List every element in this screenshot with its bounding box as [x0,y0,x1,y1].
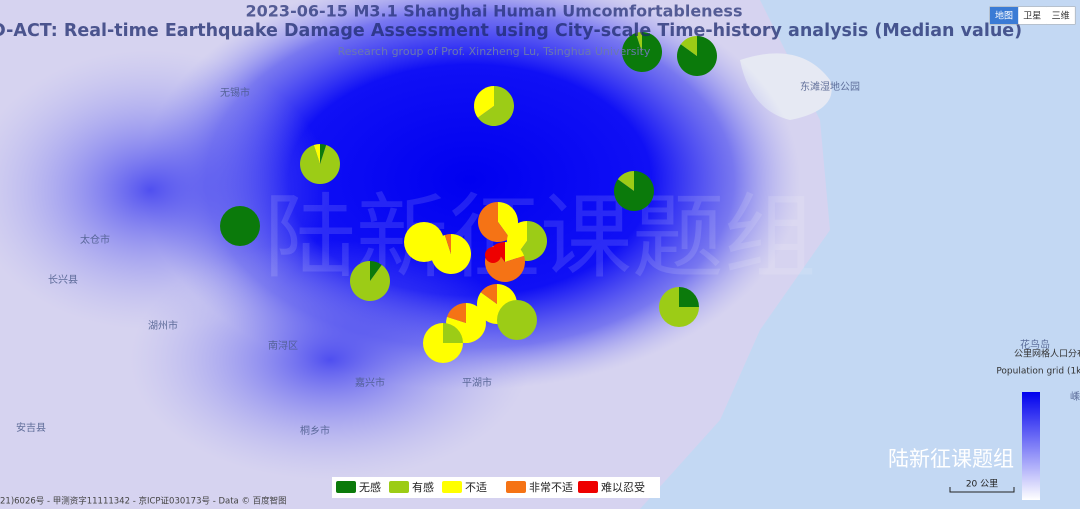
pie-wedge [505,242,525,262]
pie-wedge [313,144,320,164]
map-type-button[interactable] [1046,7,1075,24]
map-type-button[interactable] [990,7,1019,24]
place-label: 太仓市 [80,233,110,246]
legend-label: 不适 [465,481,487,494]
pie-wedge [320,144,327,164]
map-type-label: 地图 [995,10,1013,22]
pop-legend-subtitle: Population grid (1km) [996,367,1080,377]
credit: Research group of Prof. Xinzheng Lu, Tsi… [338,45,651,58]
map-type-label: 三维 [1052,10,1070,22]
legend-swatch [506,481,526,493]
pop-legend-title: 公里网格人口分布 [1014,348,1080,360]
pie-wedge [443,323,463,343]
pie-wedge [444,234,451,254]
pie-wedge [679,287,699,307]
pie-wedge [474,86,494,118]
pie-wedge [635,32,642,52]
pie-wedge [614,171,654,212]
legend-swatch [442,481,462,493]
pop-colorbar [1022,392,1040,500]
place-label: 东滩湿地公园 [800,80,860,93]
pie-wedge [480,284,497,304]
subtitle: RED-ACT: Real-time Earthquake Damage Ass… [0,21,1022,41]
place-label: 南浔区 [268,339,298,352]
density [130,240,530,480]
pie-wedge [370,261,382,281]
pie-wedge [300,144,341,184]
watermark-logo: 陆新征课题组 [888,447,1014,471]
pie-wedge [515,221,547,261]
place-label: 湖州市 [148,319,178,332]
map-type-button[interactable] [1018,7,1047,24]
pie-wedge [617,171,634,191]
place-label: 平湖市 [462,376,492,389]
legend-label: 有感 [412,480,434,494]
map-type-label: 卫星 [1023,11,1041,22]
pie-wedge [477,86,514,127]
epicenter [485,247,501,263]
copyright: 21)6026号 - 甲测资字11111342 - 京ICP证030173号 -… [0,496,287,507]
legend-swatch [578,481,598,493]
title: 2023-06-15 M3.1 Shanghai Human Umcomfort… [246,2,743,21]
pie-wedge [676,36,717,77]
legend-swatch [336,481,356,493]
pie-wedge [497,300,537,340]
pie-wedge [659,287,699,327]
place-label: 嵊泗县 [1070,390,1080,403]
pie-wedge [478,202,510,242]
legend-box [332,477,660,498]
pie-wedge [349,261,390,301]
pie-wedge [423,323,463,363]
pie-wedge [680,36,697,56]
place-label: 花鸟岛 [1020,338,1050,351]
pie-wedge [220,206,260,246]
pie-wedge [446,303,466,323]
legend-swatch [389,481,409,493]
place-label: 长兴县 [48,274,78,286]
legend-label: 非常不适 [529,481,573,494]
legend-label: 难以忍受 [601,481,645,494]
scale-label: 20 公里 [966,479,998,490]
legend-label: 无感 [359,481,381,494]
place-label: 嘉兴市 [355,376,385,389]
place-label: 桐乡市 [300,424,330,437]
scale-bar [949,487,1015,493]
place-label: 无锡市 [220,86,250,99]
place-label: 安吉县 [16,421,46,434]
